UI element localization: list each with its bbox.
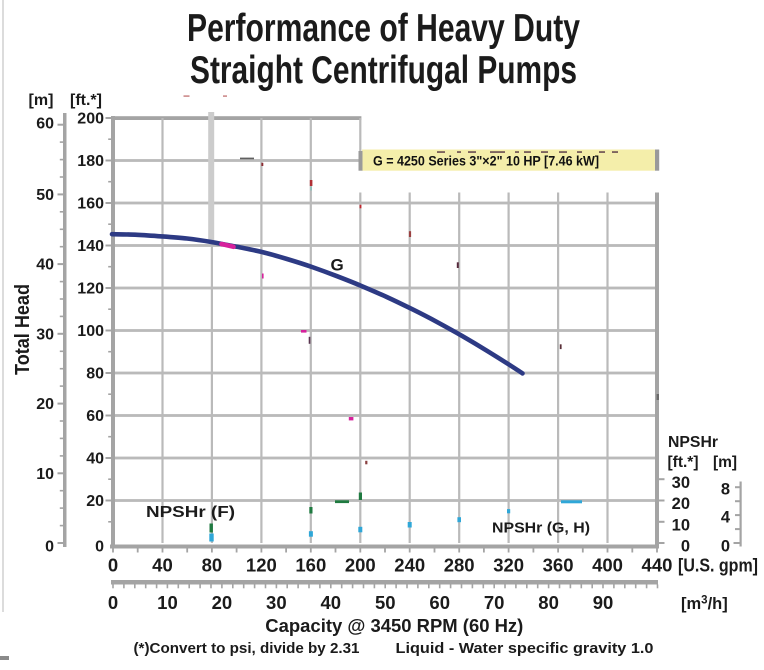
svg-text:20: 20 xyxy=(86,493,104,510)
svg-text:G: G xyxy=(331,256,344,275)
svg-text:0: 0 xyxy=(108,592,118,613)
svg-text:[m]: [m] xyxy=(29,92,54,109)
svg-text:Capacity @ 3450 RPM (60 Hz): Capacity @ 3450 RPM (60 Hz) xyxy=(265,616,523,636)
svg-text:40: 40 xyxy=(152,555,173,576)
svg-text:10: 10 xyxy=(672,516,690,534)
svg-text:NPSHr (G, H): NPSHr (G, H) xyxy=(492,520,590,537)
svg-text:10: 10 xyxy=(157,592,178,613)
svg-text:140: 140 xyxy=(77,238,104,255)
svg-text:Liquid - Water specific gravit: Liquid - Water specific gravity 1.0 xyxy=(396,641,654,657)
svg-text:30: 30 xyxy=(266,592,287,613)
svg-text:180: 180 xyxy=(77,153,104,170)
svg-text:60: 60 xyxy=(86,408,104,425)
svg-text:0: 0 xyxy=(95,539,104,556)
svg-text:(*)Convert to psi, divide by 2: (*)Convert to psi, divide by 2.31 xyxy=(134,641,360,657)
svg-text:0: 0 xyxy=(108,555,118,576)
svg-text:160: 160 xyxy=(77,196,104,213)
svg-text:80: 80 xyxy=(202,555,223,576)
svg-text:[ft.*]: [ft.*] xyxy=(668,454,699,471)
svg-text:200: 200 xyxy=(345,555,376,576)
svg-text:200: 200 xyxy=(77,111,104,128)
svg-text:[U.S. gpm]: [U.S. gpm] xyxy=(678,556,758,576)
svg-text:360: 360 xyxy=(543,555,574,576)
svg-text:400: 400 xyxy=(592,555,623,576)
svg-text:[ft.*]: [ft.*] xyxy=(70,92,102,109)
svg-text:[m3/h]: [m3/h] xyxy=(681,595,728,614)
svg-text:40: 40 xyxy=(86,451,104,468)
svg-text:Performance of Heavy Duty: Performance of Heavy Duty xyxy=(187,7,580,50)
svg-text:40: 40 xyxy=(36,257,54,274)
svg-text:60: 60 xyxy=(36,115,54,132)
svg-text:120: 120 xyxy=(77,281,104,298)
svg-text:4: 4 xyxy=(721,509,731,527)
svg-text:50: 50 xyxy=(36,187,54,204)
svg-text:G = 4250 Series 3"×2" 10 HP [7: G = 4250 Series 3"×2" 10 HP [7.46 kW] xyxy=(373,154,599,169)
svg-text:[m]: [m] xyxy=(713,454,737,471)
svg-text:280: 280 xyxy=(444,555,475,576)
svg-text:20: 20 xyxy=(36,396,54,413)
svg-text:90: 90 xyxy=(593,592,614,613)
svg-text:30: 30 xyxy=(36,326,54,343)
svg-text:80: 80 xyxy=(86,366,104,383)
svg-text:100: 100 xyxy=(77,323,104,340)
svg-text:70: 70 xyxy=(484,592,505,613)
svg-text:240: 240 xyxy=(394,555,425,576)
svg-text:160: 160 xyxy=(295,555,326,576)
svg-text:0: 0 xyxy=(45,539,54,556)
svg-text:20: 20 xyxy=(212,592,233,613)
svg-text:Straight Centrifugal Pumps: Straight Centrifugal Pumps xyxy=(190,49,577,92)
svg-text:NPSHr: NPSHr xyxy=(668,434,718,451)
svg-text:120: 120 xyxy=(246,555,277,576)
svg-text:NPSHr (F): NPSHr (F) xyxy=(146,504,235,521)
svg-text:10: 10 xyxy=(36,466,54,483)
svg-text:440: 440 xyxy=(642,555,673,576)
svg-text:40: 40 xyxy=(321,592,342,613)
svg-text:80: 80 xyxy=(538,592,559,613)
svg-text:Total Head: Total Head xyxy=(12,284,34,375)
svg-text:0: 0 xyxy=(721,538,730,556)
svg-text:60: 60 xyxy=(429,592,450,613)
svg-text:30: 30 xyxy=(672,474,690,492)
svg-text:20: 20 xyxy=(672,495,690,513)
svg-text:50: 50 xyxy=(375,592,396,613)
svg-text:320: 320 xyxy=(493,555,524,576)
svg-text:0: 0 xyxy=(681,538,690,556)
svg-text:8: 8 xyxy=(721,481,730,499)
